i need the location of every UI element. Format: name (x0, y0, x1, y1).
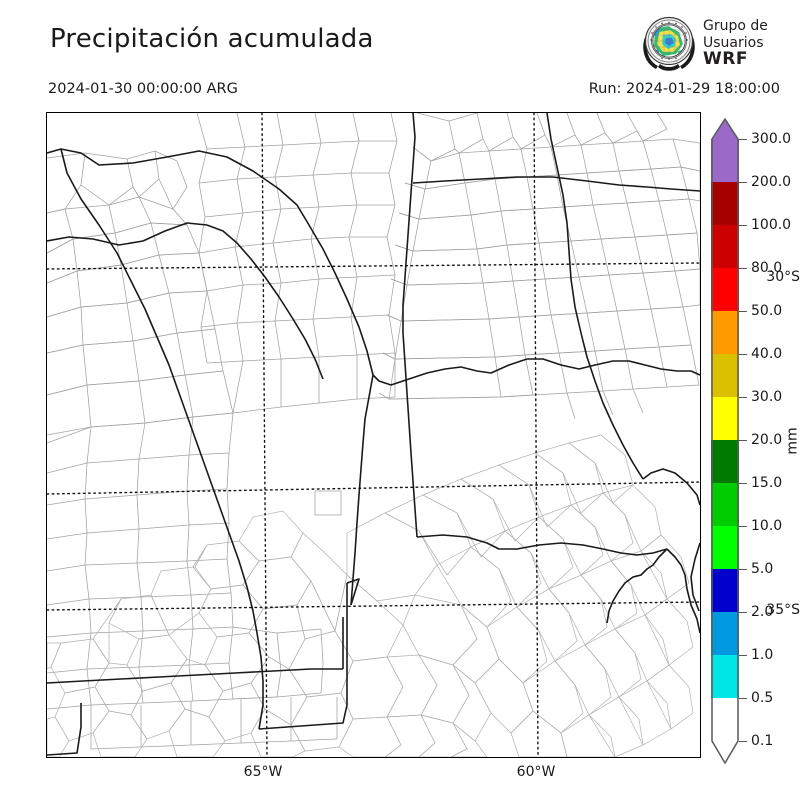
colorbar-tick-05 (739, 698, 747, 699)
graticule-lines-extra (47, 262, 700, 270)
colorbar-tick-300 (739, 139, 747, 140)
colorbar-band-2-5 (711, 569, 739, 612)
colorbar-label-05: 0.5 (751, 690, 774, 706)
colorbar-tick-80 (739, 268, 747, 269)
logo-line-1: Grupo de (703, 18, 768, 34)
colorbar-band-80-100 (711, 225, 739, 268)
colorbar-label-15: 15.0 (751, 475, 783, 491)
logo-wordmark: Grupo de Usuarios WRF (703, 18, 768, 68)
department-boundaries (47, 113, 700, 757)
graticule-lat-27S (47, 262, 700, 270)
colorbar-band-1-2 (711, 612, 739, 655)
colorbar-label-50: 50.0 (751, 303, 783, 319)
colorbar-label-01: 0.1 (751, 733, 774, 749)
colorbar-outline (711, 118, 739, 764)
colorbar-label-2: 2.0 (751, 604, 774, 620)
logo-line-3: WRF (703, 49, 748, 69)
colorbar-band-40-50 (711, 311, 739, 354)
colorbar-tick-01 (739, 741, 747, 742)
wrf-globe-emblem-icon (638, 13, 700, 75)
colorbar-tick-15 (739, 483, 747, 484)
xtick-label-60W: 60°W (516, 764, 556, 780)
colorbar-label-100: 100.0 (751, 217, 792, 233)
map-vector-layers (47, 113, 700, 757)
colorbar-label-300: 300.0 (751, 131, 792, 147)
colorbar-label-80: 80.0 (751, 260, 783, 276)
logo-line-2: Usuarios (703, 34, 764, 51)
graticule-lat-30S (47, 481, 700, 495)
colorbar-band-15-20 (711, 440, 739, 483)
page-title: Precipitación acumulada (50, 24, 374, 54)
valid-time-label: 2024-01-30 00:00:00 ARG (48, 81, 238, 97)
colorbar-band-30-40 (711, 354, 739, 397)
run-time-label: Run: 2024-01-29 18:00:00 (588, 81, 780, 97)
colorbar-label-1: 1.0 (751, 647, 774, 663)
ytick-label-30S: 30°S (766, 269, 800, 285)
colorbar-band-100-200 (711, 182, 739, 225)
colorbar-tick-2 (739, 612, 747, 613)
colorbar-tick-1 (739, 655, 747, 656)
colorbar-band-5-10 (711, 526, 739, 569)
ytick-label-35S: 35°S (766, 602, 800, 618)
colorbar-label-200: 200.0 (751, 174, 792, 190)
colorbar-label-20: 20.0 (751, 432, 783, 448)
map-canvas[interactable] (46, 112, 701, 758)
wrf-user-group-logo: Grupo de Usuarios WRF (638, 13, 798, 77)
precip-field-layer (47, 113, 700, 757)
xtick-label-65W: 65°W (243, 764, 283, 780)
colorbar-tick-200 (739, 182, 747, 183)
colorbar-tick-40 (739, 354, 747, 355)
colorbar-band-01-05 (711, 698, 739, 741)
colorbar-label-30: 30.0 (751, 389, 783, 405)
graticule-lon-60W (533, 113, 539, 757)
colorbar-band-50-80 (711, 268, 739, 311)
colorbar-label-5: 5.0 (751, 561, 774, 577)
graticule-lines (47, 481, 700, 611)
colorbar-label-40: 40.0 (751, 346, 783, 362)
graticule-lon-65W (261, 113, 268, 757)
colorbar-band-20-30 (711, 397, 739, 440)
colorbar-tick-100 (739, 225, 747, 226)
colorbar[interactable]: 300.0 200.0 100.0 80.0 50.0 40.0 30.0 20… (711, 118, 800, 764)
colorbar-band-05-1 (711, 655, 739, 698)
colorbar-band-200-300 (711, 139, 739, 182)
colorbar-band-10-15 (711, 483, 739, 526)
colorbar-tick-10 (739, 526, 747, 527)
colorbar-tick-5 (739, 569, 747, 570)
colorbar-tick-50 (739, 311, 747, 312)
colorbar-gradient (711, 118, 739, 764)
graticule-lat-35S (47, 601, 700, 611)
graticule-lines-meridians (261, 113, 539, 757)
colorbar-tick-30 (739, 397, 747, 398)
colorbar-tick-20 (739, 440, 747, 441)
colorbar-label-10: 10.0 (751, 518, 783, 534)
colorbar-units-label: mm (784, 427, 800, 455)
